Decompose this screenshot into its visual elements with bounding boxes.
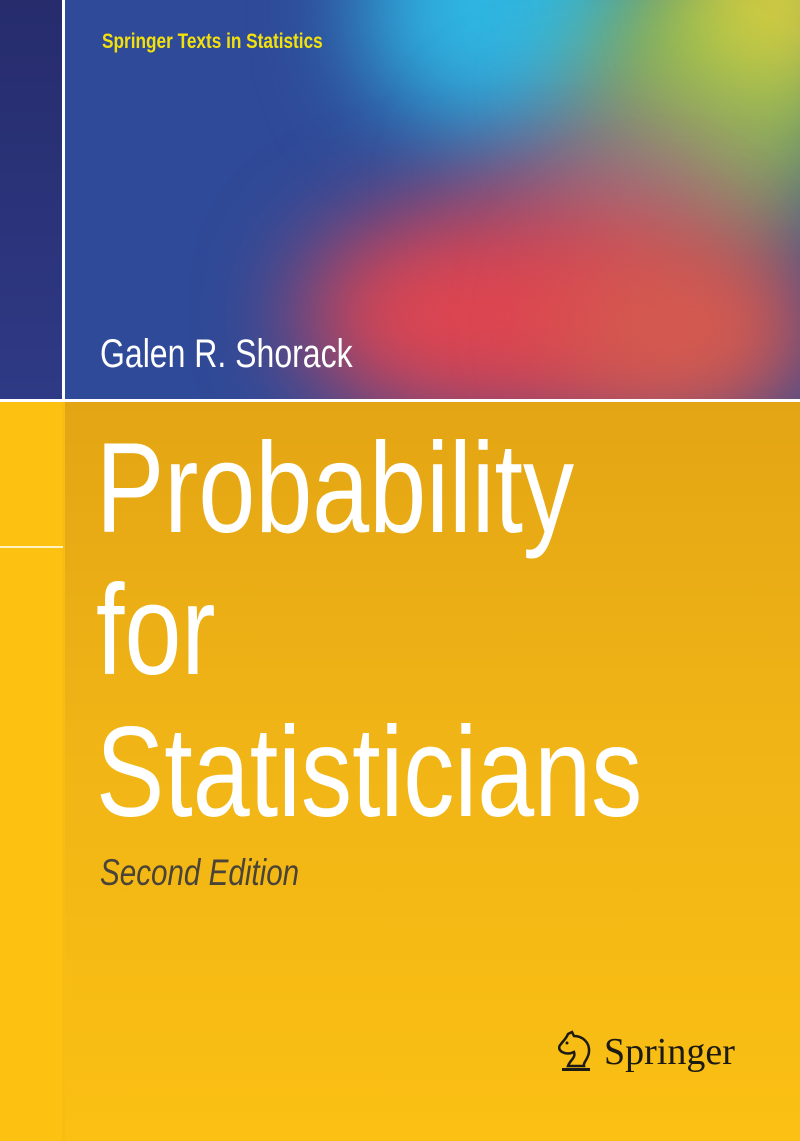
divider-vertical-lower [62,402,65,1141]
spine-strip-top [0,0,62,399]
publisher-logo: Springer [556,1030,735,1074]
cover-artwork-gradient [0,0,800,399]
springer-horse-icon [557,1030,591,1071]
divider-horizontal [0,399,800,402]
cover-yellow-panel [65,402,800,1141]
title-line: Statisticians [96,701,643,844]
author-name: Galen R. Shorack [100,332,353,376]
title-line: Probability [96,417,575,560]
divider-left-strip [0,546,63,548]
spine-strip-bottom [0,402,62,1141]
divider-vertical [62,0,65,399]
title-line: for [96,559,216,702]
publisher-name: Springer [604,1031,735,1073]
edition: Second Edition [100,852,300,893]
book-title: Probability for Statisticians [96,418,642,844]
gradient-blob [560,230,800,399]
series-name: Springer Texts in Statistics [102,30,323,53]
